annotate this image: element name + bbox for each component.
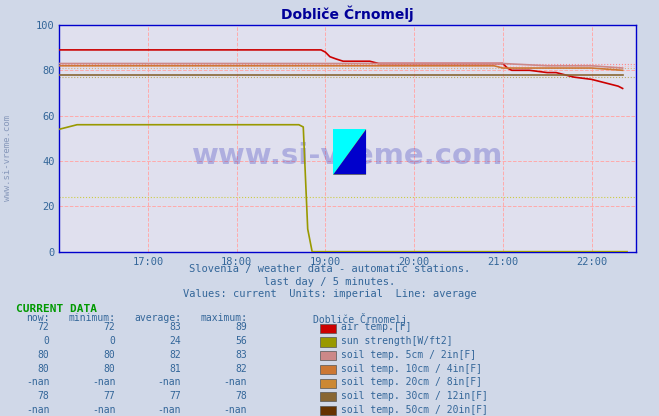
Text: now:: now:	[26, 313, 49, 323]
Text: air temp.[F]: air temp.[F]	[341, 322, 411, 332]
Text: 0: 0	[109, 336, 115, 346]
Text: Slovenia / weather data - automatic stations.: Slovenia / weather data - automatic stat…	[189, 264, 470, 274]
Text: 80: 80	[38, 364, 49, 374]
Text: 0: 0	[43, 336, 49, 346]
Text: minimum:: minimum:	[69, 313, 115, 323]
Polygon shape	[333, 129, 366, 175]
Text: -nan: -nan	[26, 377, 49, 387]
Text: 78: 78	[38, 391, 49, 401]
Text: soil temp. 50cm / 20in[F]: soil temp. 50cm / 20in[F]	[341, 405, 488, 415]
Text: www.si-vreme.com: www.si-vreme.com	[192, 142, 503, 171]
Polygon shape	[333, 129, 366, 175]
Text: 89: 89	[235, 322, 247, 332]
Text: Dobliče Črnomelj: Dobliče Črnomelj	[313, 313, 407, 325]
Text: sun strength[W/ft2]: sun strength[W/ft2]	[341, 336, 452, 346]
Text: CURRENT DATA: CURRENT DATA	[16, 304, 98, 314]
Text: 78: 78	[235, 391, 247, 401]
Text: 81: 81	[169, 364, 181, 374]
Text: average:: average:	[134, 313, 181, 323]
Text: -nan: -nan	[92, 405, 115, 415]
Text: -nan: -nan	[158, 377, 181, 387]
Text: 80: 80	[38, 350, 49, 360]
Text: 72: 72	[103, 322, 115, 332]
Text: 72: 72	[38, 322, 49, 332]
Text: 82: 82	[169, 350, 181, 360]
Text: -nan: -nan	[26, 405, 49, 415]
Text: 82: 82	[235, 364, 247, 374]
Text: 83: 83	[169, 322, 181, 332]
Text: last day / 5 minutes.: last day / 5 minutes.	[264, 277, 395, 287]
Text: 83: 83	[235, 350, 247, 360]
Text: www.si-vreme.com: www.si-vreme.com	[3, 115, 13, 201]
Text: -nan: -nan	[158, 405, 181, 415]
Text: 80: 80	[103, 350, 115, 360]
Text: 56: 56	[235, 336, 247, 346]
Text: -nan: -nan	[92, 377, 115, 387]
Text: 77: 77	[103, 391, 115, 401]
Bar	[333, 129, 366, 175]
Text: 24: 24	[169, 336, 181, 346]
Text: maximum:: maximum:	[200, 313, 247, 323]
Text: soil temp. 30cm / 12in[F]: soil temp. 30cm / 12in[F]	[341, 391, 488, 401]
Text: Values: current  Units: imperial  Line: average: Values: current Units: imperial Line: av…	[183, 289, 476, 299]
Text: soil temp. 10cm / 4in[F]: soil temp. 10cm / 4in[F]	[341, 364, 482, 374]
Text: -nan: -nan	[223, 377, 247, 387]
Text: 77: 77	[169, 391, 181, 401]
Title: Dobliče Črnomelj: Dobliče Črnomelj	[281, 6, 414, 22]
Text: -nan: -nan	[223, 405, 247, 415]
Text: 80: 80	[103, 364, 115, 374]
Text: soil temp. 20cm / 8in[F]: soil temp. 20cm / 8in[F]	[341, 377, 482, 387]
Text: soil temp. 5cm / 2in[F]: soil temp. 5cm / 2in[F]	[341, 350, 476, 360]
